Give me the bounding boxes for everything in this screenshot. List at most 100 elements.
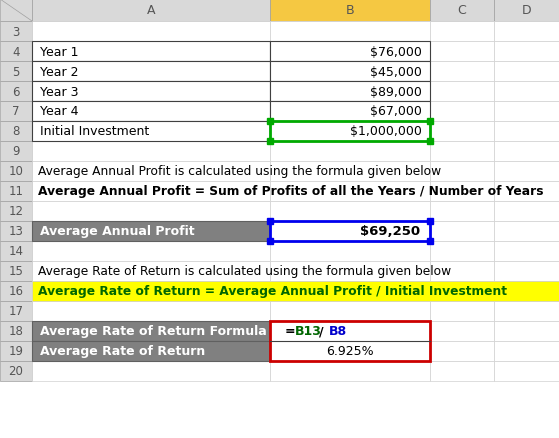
Bar	[494, 62, 559, 82]
Bar	[270, 62, 430, 82]
Bar	[32, 122, 270, 141]
Text: $89,000: $89,000	[370, 85, 422, 98]
Text: C: C	[458, 4, 466, 18]
Bar	[270, 321, 430, 341]
Bar	[32, 301, 270, 321]
Bar	[494, 301, 559, 321]
Bar	[0, 361, 32, 381]
Bar	[270, 102, 430, 122]
Bar	[430, 102, 494, 122]
Bar	[270, 22, 430, 42]
Bar	[0, 22, 32, 42]
Text: B: B	[345, 4, 354, 18]
Text: /: /	[319, 325, 324, 338]
Text: Year 3: Year 3	[40, 85, 78, 98]
Bar	[270, 301, 430, 321]
Bar	[32, 341, 270, 361]
Text: 17: 17	[8, 305, 23, 318]
Bar	[430, 301, 494, 321]
Text: Year 1: Year 1	[40, 46, 78, 58]
Text: $45,000: $45,000	[370, 65, 422, 78]
Bar	[494, 162, 559, 182]
Bar	[270, 321, 430, 361]
Bar	[32, 102, 270, 122]
Bar	[494, 141, 559, 162]
Bar	[270, 82, 430, 102]
Bar	[32, 62, 270, 82]
Bar	[494, 341, 559, 361]
Bar	[430, 201, 494, 222]
Text: 9: 9	[12, 145, 20, 158]
Text: 3: 3	[12, 25, 20, 39]
Bar	[270, 321, 430, 341]
Text: $69,250: $69,250	[360, 225, 420, 238]
Bar	[0, 42, 32, 62]
Bar	[494, 122, 559, 141]
Bar	[494, 361, 559, 381]
Bar	[0, 201, 32, 222]
Bar	[430, 82, 494, 102]
Bar	[270, 0, 430, 22]
Text: $76,000: $76,000	[370, 46, 422, 58]
Text: 7: 7	[12, 105, 20, 118]
Bar	[32, 222, 270, 241]
Bar	[430, 162, 494, 182]
Bar	[494, 201, 559, 222]
Text: Average Rate of Return: Average Rate of Return	[40, 345, 205, 358]
Bar	[430, 321, 494, 341]
Bar	[32, 62, 270, 82]
Bar	[0, 82, 32, 102]
Bar	[494, 102, 559, 122]
Bar	[0, 141, 32, 162]
Bar	[0, 261, 32, 281]
Bar	[32, 22, 270, 42]
Bar	[430, 141, 494, 162]
Bar	[270, 201, 430, 222]
Bar	[0, 182, 32, 201]
Bar	[270, 141, 430, 162]
Bar	[32, 261, 270, 281]
Bar	[32, 42, 270, 62]
Text: 15: 15	[8, 265, 23, 278]
Text: Average Rate of Return = Average Annual Profit / Initial Investment: Average Rate of Return = Average Annual …	[38, 285, 507, 298]
Bar	[32, 82, 270, 102]
Bar	[32, 201, 270, 222]
Bar	[0, 222, 32, 241]
Bar	[430, 22, 494, 42]
Bar	[494, 261, 559, 281]
Bar	[270, 122, 430, 141]
Bar	[32, 162, 270, 182]
Bar	[32, 341, 270, 361]
Bar	[32, 361, 270, 381]
Bar	[0, 341, 32, 361]
Text: Average Annual Profit is calculated using the formula given below: Average Annual Profit is calculated usin…	[38, 165, 441, 178]
Text: 5: 5	[12, 65, 20, 78]
Bar	[0, 301, 32, 321]
Text: 12: 12	[8, 205, 23, 218]
Text: Initial Investment: Initial Investment	[40, 125, 149, 138]
Bar	[494, 42, 559, 62]
Bar	[32, 122, 270, 141]
Bar	[494, 241, 559, 261]
Bar	[0, 0, 32, 22]
Text: 8: 8	[12, 125, 20, 138]
Text: D: D	[522, 4, 531, 18]
Text: 16: 16	[8, 285, 23, 298]
Bar	[270, 222, 430, 241]
Bar	[494, 0, 559, 22]
Bar	[32, 182, 270, 201]
Bar	[494, 321, 559, 341]
Bar	[32, 82, 270, 102]
Text: A: A	[147, 4, 155, 18]
Bar	[270, 241, 430, 261]
Text: 14: 14	[8, 245, 23, 258]
Bar	[494, 222, 559, 241]
Bar	[32, 0, 270, 22]
Bar	[270, 102, 430, 122]
Bar	[270, 42, 430, 62]
Bar	[32, 281, 270, 301]
Bar	[32, 102, 270, 122]
Text: =: =	[285, 325, 296, 338]
Text: 19: 19	[8, 345, 23, 358]
Bar	[270, 122, 430, 141]
